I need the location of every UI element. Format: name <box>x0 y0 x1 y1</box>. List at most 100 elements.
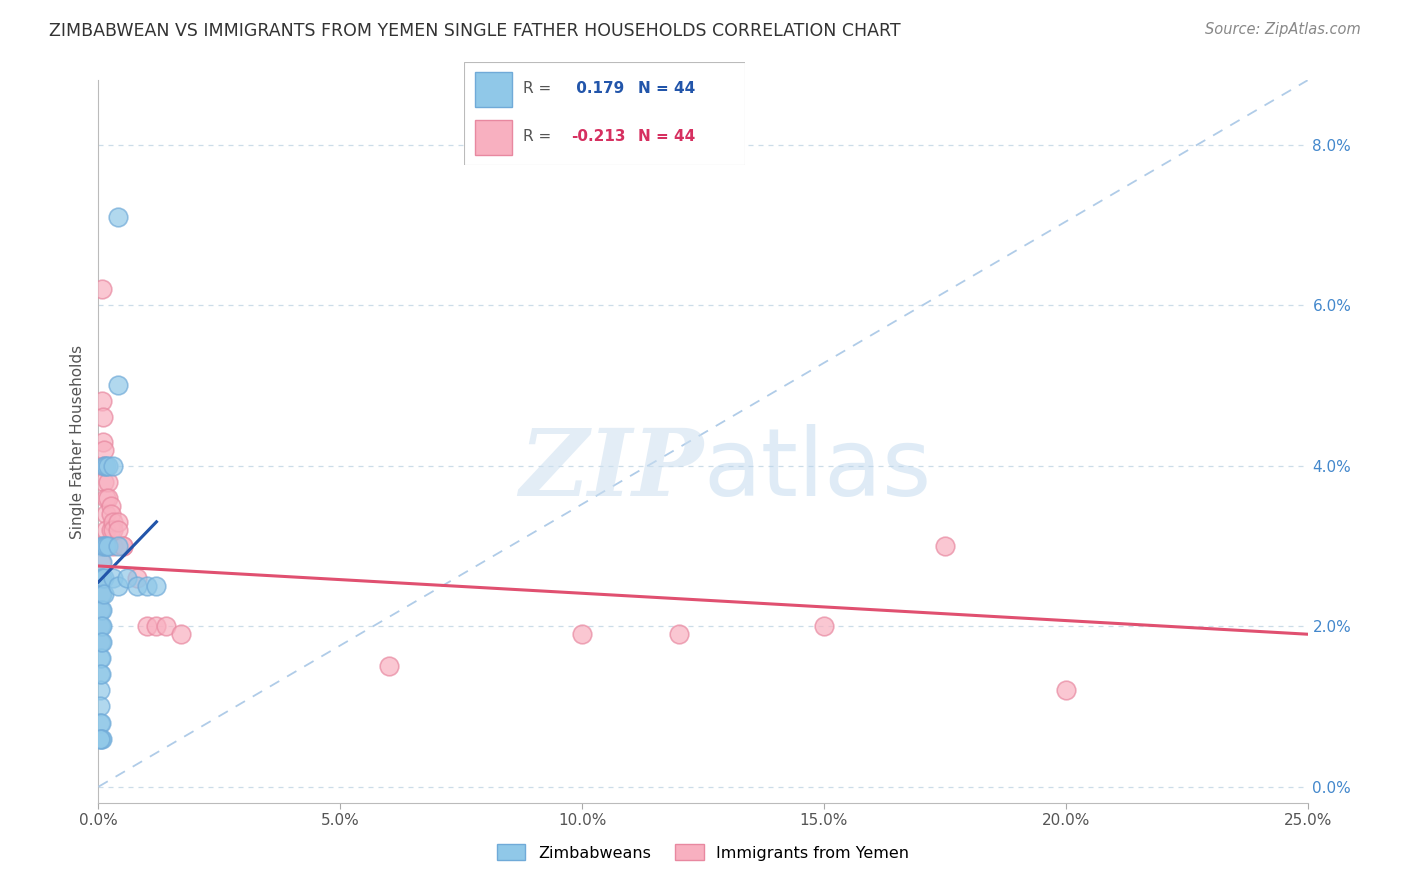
Point <box>97 458 120 473</box>
Point <box>169 627 191 641</box>
Text: Source: ZipAtlas.com: Source: ZipAtlas.com <box>1205 22 1361 37</box>
Point <box>100 507 122 521</box>
Point <box>89 635 111 649</box>
Text: N = 44: N = 44 <box>638 81 696 96</box>
Point <box>91 635 114 649</box>
Point <box>94 523 117 537</box>
Point <box>93 475 115 489</box>
Point <box>107 523 129 537</box>
Text: ZIMBABWEAN VS IMMIGRANTS FROM YEMEN SINGLE FATHER HOUSEHOLDS CORRELATION CHART: ZIMBABWEAN VS IMMIGRANTS FROM YEMEN SING… <box>49 22 901 40</box>
Point <box>91 587 114 601</box>
Point <box>89 587 111 601</box>
Point <box>135 619 157 633</box>
Point <box>107 378 129 392</box>
Point <box>107 539 129 553</box>
Point <box>90 603 112 617</box>
Point <box>89 539 111 553</box>
Point <box>89 667 111 681</box>
Point <box>101 515 124 529</box>
Text: ZIP: ZIP <box>519 425 703 516</box>
Point <box>90 539 112 553</box>
Point <box>90 651 112 665</box>
Bar <box>475 71 512 106</box>
Point <box>668 627 690 641</box>
Text: N = 44: N = 44 <box>638 129 696 145</box>
Point <box>1054 683 1077 698</box>
Point <box>100 499 122 513</box>
Point <box>127 571 149 585</box>
Point <box>107 210 129 224</box>
Point <box>127 579 149 593</box>
Point <box>89 635 111 649</box>
Point <box>100 523 122 537</box>
Point <box>94 507 117 521</box>
Point <box>94 539 117 553</box>
Point <box>89 571 111 585</box>
Point <box>93 571 115 585</box>
Text: -0.213: -0.213 <box>571 129 626 145</box>
Point <box>89 603 111 617</box>
Point <box>91 539 114 553</box>
Point <box>91 410 114 425</box>
Text: atlas: atlas <box>703 425 931 516</box>
Point <box>89 699 111 714</box>
Point <box>90 587 112 601</box>
Point <box>89 603 111 617</box>
Point <box>94 539 117 553</box>
Point <box>91 603 114 617</box>
FancyBboxPatch shape <box>464 62 745 165</box>
Point <box>90 587 112 601</box>
Y-axis label: Single Father Households: Single Father Households <box>70 344 86 539</box>
Point <box>91 434 114 449</box>
Point <box>97 539 120 553</box>
Point <box>93 587 115 601</box>
Point <box>571 627 593 641</box>
Point <box>89 715 111 730</box>
Point <box>101 523 124 537</box>
Point <box>89 683 111 698</box>
Text: 0.179: 0.179 <box>571 81 624 96</box>
Point <box>377 659 399 673</box>
Point <box>91 571 114 585</box>
Point <box>91 555 114 569</box>
Point <box>91 619 114 633</box>
Point <box>101 458 124 473</box>
Point <box>111 539 134 553</box>
Point <box>145 619 167 633</box>
Point <box>101 571 124 585</box>
Point <box>117 571 139 585</box>
Point <box>89 619 111 633</box>
Point <box>97 475 120 489</box>
Point <box>91 731 114 746</box>
Text: R =: R = <box>523 129 551 145</box>
Point <box>90 619 112 633</box>
Point <box>90 635 112 649</box>
Point <box>934 539 956 553</box>
Point <box>90 667 112 681</box>
Point <box>93 458 115 473</box>
Legend: Zimbabweans, Immigrants from Yemen: Zimbabweans, Immigrants from Yemen <box>491 838 915 867</box>
Point <box>94 491 117 505</box>
Point <box>90 715 112 730</box>
Point <box>93 539 115 553</box>
Point <box>89 731 111 746</box>
Point <box>155 619 177 633</box>
Point <box>94 458 117 473</box>
Point <box>813 619 835 633</box>
Point <box>93 442 115 457</box>
Point <box>90 571 112 585</box>
Point <box>145 579 167 593</box>
Text: R =: R = <box>523 81 551 96</box>
Point <box>97 491 120 505</box>
Point <box>93 458 115 473</box>
Point <box>91 394 114 409</box>
Point <box>90 555 112 569</box>
Point <box>89 619 111 633</box>
Point <box>89 651 111 665</box>
Point <box>107 579 129 593</box>
Point <box>90 731 112 746</box>
Point <box>91 282 114 296</box>
Point <box>107 515 129 529</box>
Point <box>111 539 134 553</box>
Point <box>90 571 112 585</box>
